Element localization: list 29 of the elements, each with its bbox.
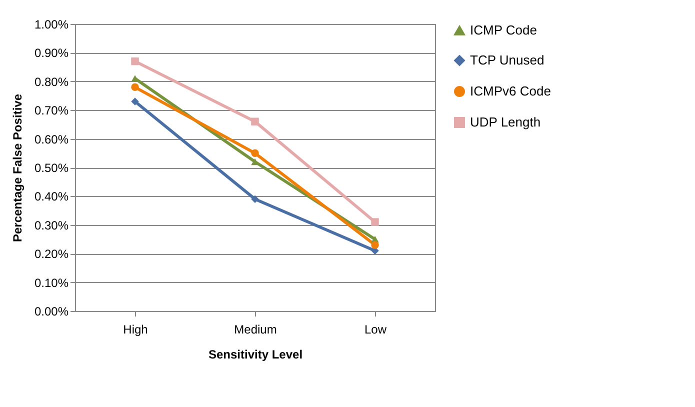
y-tick-label: 0.40% bbox=[34, 190, 69, 204]
y-tick-label: 0.60% bbox=[34, 132, 69, 146]
y-tick-label: 1.00% bbox=[34, 18, 69, 32]
point bbox=[251, 118, 259, 126]
point bbox=[131, 98, 139, 106]
legend-label: TCP Unused bbox=[470, 52, 544, 68]
y-axis-title: Percentage False Positive bbox=[10, 94, 24, 242]
point bbox=[131, 83, 139, 92]
y-tick-label: 0.80% bbox=[34, 74, 69, 89]
point bbox=[131, 57, 139, 66]
x-axis-title: Sensitivity Level bbox=[208, 348, 303, 362]
x-tick-label: Medium bbox=[234, 322, 277, 336]
point bbox=[251, 195, 259, 203]
y-tick-label: 0.00% bbox=[34, 304, 69, 318]
y-tick-label: 0.30% bbox=[34, 218, 69, 232]
point bbox=[251, 158, 259, 166]
point bbox=[251, 149, 259, 158]
x-tick-label: Low bbox=[364, 322, 387, 336]
x-tick-label: High bbox=[123, 322, 148, 336]
y-tick-label: 0.20% bbox=[34, 247, 69, 262]
y-tick-label: 0.70% bbox=[34, 104, 69, 118]
legend-label: ICMPv6 Code bbox=[470, 84, 551, 98]
legend-label: ICMP Code bbox=[470, 22, 537, 38]
legend-label: UDP Length bbox=[470, 114, 541, 130]
point bbox=[371, 241, 379, 249]
y-tick-label: 0.90% bbox=[34, 46, 69, 60]
point bbox=[371, 218, 379, 226]
y-tick-label: 0.10% bbox=[34, 276, 69, 290]
y-tick-label: 0.50% bbox=[34, 161, 69, 175]
